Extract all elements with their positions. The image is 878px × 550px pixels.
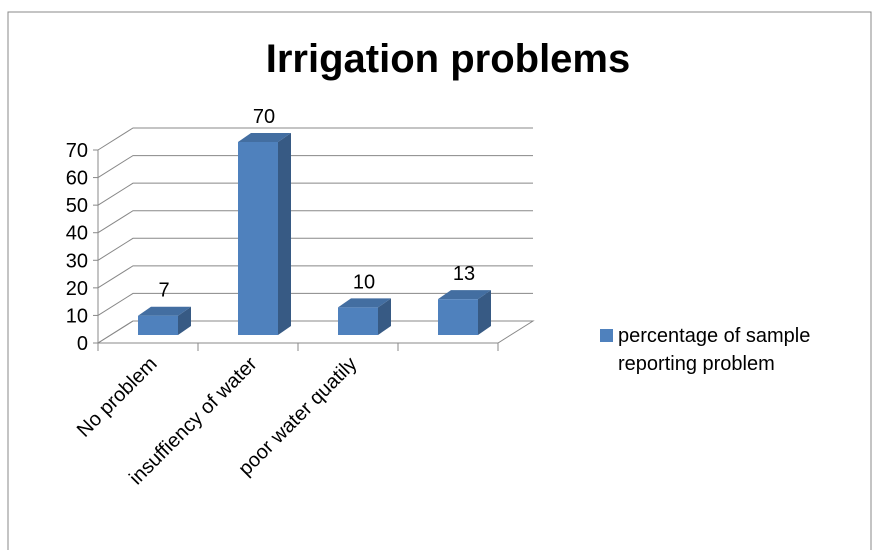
data-label: 13: [453, 263, 475, 285]
bar-front: [138, 315, 178, 335]
bar-front: [438, 299, 478, 335]
data-label: 10: [353, 271, 375, 293]
grid-line: [97, 265, 533, 289]
y-tick-label: 40: [66, 223, 88, 245]
bar: [238, 133, 291, 335]
bar-top: [238, 133, 291, 142]
y-tick-label: 30: [66, 250, 88, 272]
y-tick-label: 70: [66, 140, 88, 162]
grid-line: [97, 292, 533, 316]
bar-side: [178, 306, 191, 335]
bar: [138, 306, 191, 335]
chart-frame: [7, 11, 872, 550]
grid-line: [97, 182, 533, 206]
legend-swatch: [600, 329, 613, 342]
bar: [338, 298, 391, 335]
bar-front: [338, 307, 378, 335]
grid-line: [97, 210, 533, 234]
bar: [438, 290, 491, 335]
y-tick-label: 20: [66, 278, 88, 300]
bar-top: [438, 290, 491, 300]
grid-line: [97, 320, 533, 344]
y-tick-label: 10: [66, 305, 88, 327]
legend-label: percentage of sample reporting problem: [618, 325, 811, 375]
chart-title: Irrigation problems: [266, 37, 631, 81]
bar-top: [138, 306, 191, 316]
grid-line: [97, 237, 533, 261]
y-tick-label: 0: [77, 333, 88, 355]
bar-top: [338, 298, 391, 308]
grid-line: [97, 127, 533, 151]
bar-side: [378, 298, 391, 335]
bar-side: [278, 133, 291, 335]
bar-front: [238, 142, 278, 335]
data-label: 70: [253, 106, 275, 128]
grid-line: [97, 155, 533, 178]
y-tick-label: 60: [66, 168, 88, 190]
y-tick-label: 50: [66, 195, 88, 217]
bar-side: [478, 290, 491, 335]
data-label: 7: [158, 280, 169, 302]
